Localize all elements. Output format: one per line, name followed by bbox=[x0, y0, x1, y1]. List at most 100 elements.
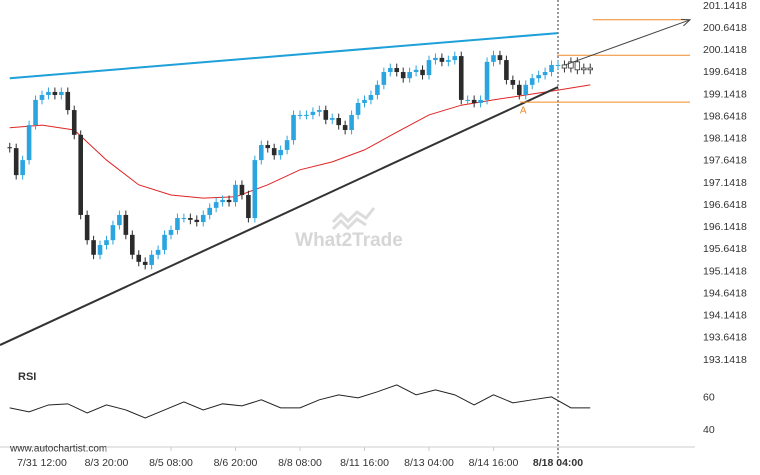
x-tick-label: 8/8 08:00 bbox=[278, 457, 322, 469]
candle-body bbox=[278, 149, 283, 156]
watermark-icon-line bbox=[331, 207, 376, 224]
y-tick-label: 195.1418 bbox=[703, 265, 747, 277]
candle-body bbox=[233, 184, 238, 203]
y-tick-label: 196.6418 bbox=[703, 199, 747, 211]
y-tick-label: 193.6418 bbox=[703, 332, 747, 344]
candle-body bbox=[555, 64, 561, 66]
candle-body bbox=[484, 61, 490, 100]
candle-body bbox=[129, 234, 135, 255]
candle-body bbox=[239, 184, 245, 196]
candle-body bbox=[587, 67, 593, 71]
candle-body bbox=[117, 214, 122, 226]
watermark: What2Trade bbox=[295, 230, 403, 251]
candle-body bbox=[536, 75, 541, 79]
candle-body bbox=[542, 72, 548, 76]
candle-body bbox=[97, 245, 103, 255]
trend-line bbox=[0, 86, 559, 346]
candle-body bbox=[497, 55, 503, 61]
candle-body bbox=[317, 110, 322, 112]
y-tick-label: 199.6418 bbox=[703, 66, 747, 78]
candle-body bbox=[84, 214, 90, 241]
candle-body bbox=[284, 140, 290, 150]
x-tick-label: 8/13 04:00 bbox=[404, 457, 454, 469]
candle-body bbox=[458, 56, 464, 100]
candle-body bbox=[71, 110, 77, 135]
trend-line bbox=[9, 32, 559, 80]
x-tick-label: 8/14 16:00 bbox=[469, 457, 519, 469]
x-tick-label: 8/18 04:00 bbox=[533, 457, 583, 469]
candle-body bbox=[181, 218, 187, 220]
y-tick-label: 196.1418 bbox=[703, 221, 747, 233]
candle-body bbox=[561, 64, 568, 69]
candle-body bbox=[200, 214, 206, 223]
candle-body bbox=[342, 125, 348, 130]
candle-body bbox=[504, 60, 509, 80]
y-tick-label: 195.6418 bbox=[703, 243, 747, 255]
candle-body bbox=[510, 79, 516, 85]
candle-body bbox=[323, 110, 329, 120]
candle-body bbox=[516, 84, 522, 96]
watermark-icon-line bbox=[331, 217, 367, 231]
candle-body bbox=[104, 240, 109, 246]
candle-body bbox=[258, 145, 264, 161]
candle-body bbox=[478, 99, 483, 103]
y-tick-label: 198.6418 bbox=[703, 110, 747, 122]
candle-body bbox=[33, 99, 38, 126]
candle-body bbox=[123, 214, 129, 235]
projection-line bbox=[564, 19, 691, 66]
candle-body bbox=[349, 114, 354, 130]
candle-body bbox=[175, 218, 180, 230]
candle-body bbox=[7, 147, 13, 149]
candle-body bbox=[136, 254, 142, 262]
annotation: A bbox=[520, 106, 527, 117]
candle-body bbox=[52, 91, 58, 96]
candle-body bbox=[439, 57, 445, 62]
candle-body bbox=[362, 99, 367, 103]
candle-body bbox=[381, 72, 387, 85]
candle-body bbox=[188, 218, 193, 220]
candle-body bbox=[265, 145, 271, 149]
y-tick-label: 200.6418 bbox=[703, 22, 747, 34]
y-tick-label: 197.1418 bbox=[703, 177, 747, 189]
candle-body bbox=[78, 134, 83, 215]
x-tick-label: 8/11 16:00 bbox=[340, 457, 389, 469]
candle-body bbox=[400, 72, 406, 79]
candle-body bbox=[394, 68, 400, 73]
candle-body bbox=[329, 118, 335, 120]
candle-body bbox=[65, 91, 71, 111]
moving-average bbox=[9, 84, 591, 199]
candle-body bbox=[433, 57, 438, 61]
projection-arrowhead bbox=[681, 18, 692, 27]
candle-body bbox=[355, 102, 361, 115]
watermark-icon bbox=[331, 207, 376, 231]
rsi-line bbox=[9, 384, 591, 419]
candle-body bbox=[155, 249, 161, 255]
y-tick-label: 201.1418 bbox=[703, 0, 747, 12]
y-tick-label: 197.6418 bbox=[703, 155, 747, 167]
x-tick-label: 7/31 12:00 bbox=[17, 457, 67, 469]
y-tick-label: 194.6418 bbox=[703, 287, 747, 299]
footer: www.autochartist.com bbox=[9, 444, 107, 455]
x-tick-label: 8/5 08:00 bbox=[149, 457, 193, 469]
candle-body bbox=[168, 229, 174, 235]
candle-body bbox=[297, 114, 303, 116]
candle-body bbox=[574, 61, 581, 71]
candle-body bbox=[471, 99, 477, 103]
candle-body bbox=[581, 67, 587, 71]
candle-body bbox=[220, 199, 225, 203]
rsi-title: RSI bbox=[18, 371, 36, 383]
candle-body bbox=[375, 84, 380, 96]
candle-body bbox=[39, 95, 45, 100]
candle-body bbox=[413, 69, 419, 73]
rsi-tick-label: 40 bbox=[703, 424, 715, 436]
y-tick-label: 200.1418 bbox=[703, 44, 747, 56]
candle-body bbox=[20, 160, 25, 176]
candle-body bbox=[387, 68, 393, 73]
y-tick-label: 193.1418 bbox=[703, 354, 747, 366]
candle-body bbox=[529, 78, 535, 85]
candle-body bbox=[452, 56, 458, 61]
candle-body bbox=[568, 61, 574, 69]
candle-body bbox=[149, 254, 154, 265]
